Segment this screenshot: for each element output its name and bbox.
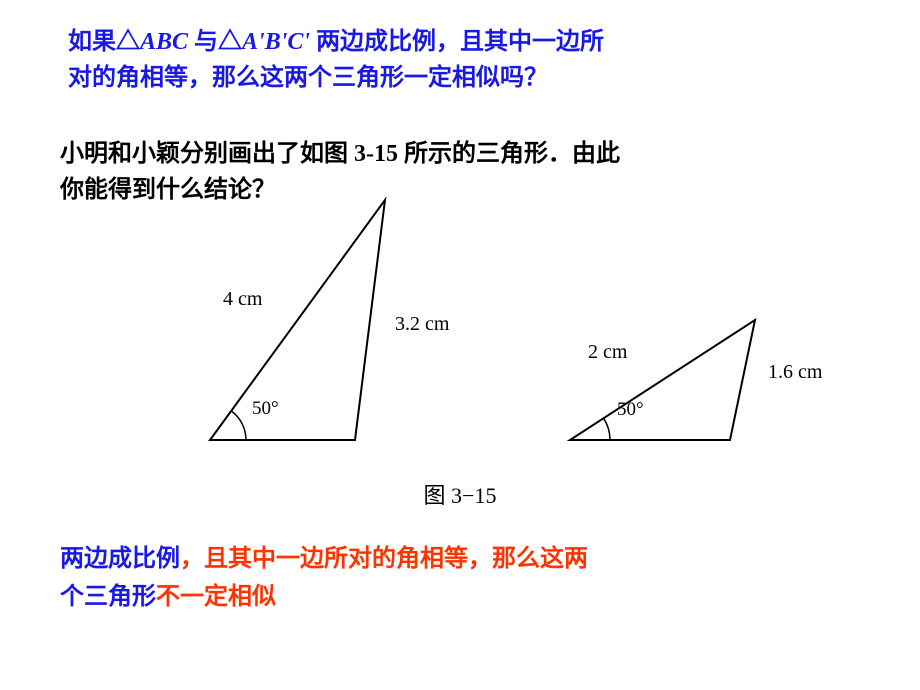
conclusion-part3: 个三角形 [60,584,156,610]
q1-abc2: A'B'C' [242,29,316,55]
angle-arc-large [231,411,246,440]
conclusion: 两边成比例，且其中一边所对的角相等，那么这两个三角形不一定相似 [60,540,860,617]
conclusion-part2: ，且其中一边所对的角相等，那么这两 [180,546,588,572]
label-angle-50-small: 50° [617,399,644,420]
label-1-6cm: 1.6 cm [768,361,823,383]
q1-mid: 与△ [194,29,242,55]
q1-post: 两边成比例，且其中一边所 [316,29,604,55]
figure-caption: 图 3−15 [0,478,920,510]
angle-arc-small [604,418,610,440]
q1-pre: 如果△ [68,29,140,55]
triangles-svg: 4 cm 3.2 cm 50° 2 cm 1.6 cm 50° [0,190,920,470]
label-angle-50-large: 50° [252,398,279,419]
triangle-large [210,200,385,440]
triangle-small [570,320,755,440]
conclusion-part4: 不一定相似 [156,584,276,610]
q2-line1: 小明和小颖分别画出了如图 3-15 所示的三角形．由此 [60,141,620,167]
figure-area: 4 cm 3.2 cm 50° 2 cm 1.6 cm 50° [0,190,920,510]
q1-line2: 对的角相等，那么这两个三角形一定相似吗？ [68,65,548,91]
conclusion-part1: 两边成比例 [60,546,180,572]
question-1: 如果△ABC 与△A'B'C' 两边成比例，且其中一边所 对的角相等，那么这两个… [68,24,868,96]
label-2cm: 2 cm [588,341,628,363]
q1-abc: ABC [140,29,194,55]
label-4cm: 4 cm [223,288,263,310]
label-3-2cm: 3.2 cm [395,313,450,335]
